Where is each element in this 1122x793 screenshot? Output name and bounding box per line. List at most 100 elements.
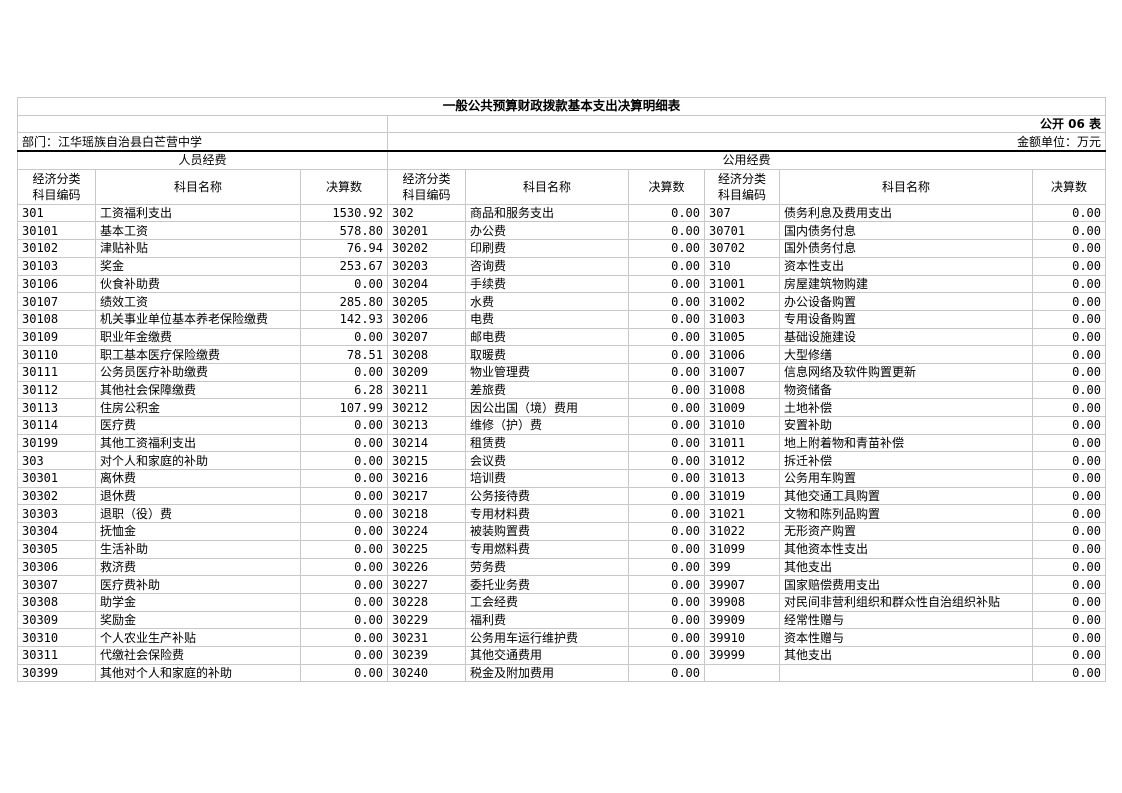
table-title: 一般公共预算财政拨款基本支出决算明细表 [17,97,1106,116]
code-cell [704,663,780,683]
amount-cell: 0.00 [1032,380,1106,400]
code-cell: 30302 [17,486,96,506]
name-cell: 其他对个人和家庭的补助 [95,663,301,683]
table-row: 30111 公务员医疗补助缴费 0.00 30209 物业管理费 0.00 31007 信息网… [17,362,1106,382]
header-amount: 决算数 [300,168,388,205]
amount-cell: 0.00 [300,557,388,577]
header-code: 经济分类 科目编码 [704,168,780,205]
code-cell: 39999 [704,645,780,665]
name-cell: 房屋建筑物购建 [779,274,1033,294]
amount-cell: 0.00 [300,645,388,665]
code-cell: 301 [17,203,96,223]
amount-cell: 0.00 [628,292,705,311]
code-cell: 30112 [17,380,96,400]
name-cell: 资本性支出 [779,256,1033,276]
header-name: 科目名称 [465,168,629,205]
amount-cell: 0.00 [300,610,388,630]
table-row: 30114 医疗费 0.00 30213 维修（护）费 0.00 31010 安置补助 0.00 [17,416,1106,435]
table-row: 30302 退休费 0.00 30217 公务接待费 0.00 31019 其他交通工具购置 0… [17,486,1106,506]
amount-cell: 6.28 [300,380,388,400]
header-amount: 决算数 [628,168,705,205]
code-cell: 30107 [17,292,96,311]
name-cell: 文物和陈列品购置 [779,504,1033,524]
code-cell: 30701 [704,221,780,241]
amount-cell: 0.00 [300,522,388,541]
name-cell: 退休费 [95,486,301,506]
header-code: 经济分类 科目编码 [387,168,466,205]
amount-cell: 0.00 [1032,256,1106,276]
code-cell: 30110 [17,345,96,364]
name-cell: 其他支出 [779,557,1033,577]
amount-cell: 253.67 [300,256,388,276]
amount-cell: 0.00 [300,416,388,435]
code-cell: 31011 [704,433,780,453]
table-row: 30112 其他社会保障缴费 6.28 30211 差旅费 0.00 31008 物资储备 0.… [17,380,1106,400]
amount-cell: 0.00 [1032,327,1106,347]
amount-cell: 0.00 [1032,469,1106,488]
amount-cell: 0.00 [628,504,705,524]
name-cell: 培训费 [465,469,629,488]
amount-cell: 0.00 [1032,398,1106,417]
code-cell: 30227 [387,575,466,594]
amount-cell: 0.00 [1032,504,1106,524]
amount-cell: 1530.92 [300,203,388,223]
table-row: 301 工资福利支出 1530.92 302 商品和服务支出 0.00 307 债务利息及费用… [17,203,1106,223]
amount-cell: 0.00 [628,256,705,276]
table-row: 30303 退职（役）费 0.00 30218 专用材料费 0.00 31021 文物和陈列品… [17,504,1106,524]
code-cell: 30307 [17,575,96,594]
name-cell: 办公费 [465,221,629,241]
name-cell: 职工基本医疗保险缴费 [95,345,301,364]
code-cell: 30199 [17,433,96,453]
name-cell: 伙食补助费 [95,274,301,294]
code-cell: 30214 [387,433,466,453]
name-cell: 离休费 [95,469,301,488]
name-cell: 无形资产购置 [779,522,1033,541]
name-cell: 专用设备购置 [779,309,1033,329]
code-cell: 30109 [17,327,96,347]
name-cell: 维修（护）费 [465,416,629,435]
amount-cell: 0.00 [300,433,388,453]
amount-cell: 0.00 [1032,292,1106,311]
code-cell: 30206 [387,309,466,329]
form-number: 公开 06 表 [387,114,1106,134]
amount-cell: 0.00 [300,274,388,294]
amount-cell: 0.00 [1032,274,1106,294]
code-cell: 30311 [17,645,96,665]
name-cell: 商品和服务支出 [465,203,629,223]
amount-cell: 0.00 [300,575,388,594]
name-cell: 劳务费 [465,557,629,577]
name-cell: 邮电费 [465,327,629,347]
code-cell: 30224 [387,522,466,541]
amount-cell: 0.00 [628,451,705,471]
code-cell: 30207 [387,327,466,347]
name-cell: 代缴社会保险费 [95,645,301,665]
name-cell: 其他交通工具购置 [779,486,1033,506]
amount-cell: 0.00 [1032,610,1106,630]
amount-cell: 0.00 [628,309,705,329]
header-code: 经济分类 科目编码 [17,168,96,205]
name-cell: 会议费 [465,451,629,471]
name-cell: 助学金 [95,592,301,612]
amount-cell: 0.00 [1032,416,1106,435]
amount-cell: 0.00 [1032,345,1106,364]
table-row: 30309 奖励金 0.00 30229 福利费 0.00 39909 经常性赠与 0.00 [17,610,1106,630]
name-cell: 拆迁补偿 [779,451,1033,471]
code-cell: 30226 [387,557,466,577]
amount-cell: 0.00 [1032,221,1106,241]
table-row: 30308 助学金 0.00 30228 工会经费 0.00 39908 对民间非营利组织和群… [17,592,1106,612]
name-cell: 其他工资福利支出 [95,433,301,453]
amount-cell: 0.00 [628,203,705,223]
table-row: 30304 抚恤金 0.00 30224 被装购置费 0.00 31022 无形资产购置 0.0… [17,522,1106,541]
code-cell: 30308 [17,592,96,612]
amount-cell: 0.00 [1032,451,1106,471]
code-cell: 30229 [387,610,466,630]
name-cell: 水费 [465,292,629,311]
code-cell: 31007 [704,362,780,382]
table-row: 30305 生活补助 0.00 30225 专用燃料费 0.00 31099 其他资本性支出 0… [17,539,1106,559]
code-cell: 30305 [17,539,96,559]
amount-cell: 0.00 [1032,309,1106,329]
name-cell: 绩效工资 [95,292,301,311]
amount-cell: 0.00 [1032,575,1106,594]
amount-cell: 0.00 [628,539,705,559]
name-cell: 公务用车运行维护费 [465,628,629,647]
